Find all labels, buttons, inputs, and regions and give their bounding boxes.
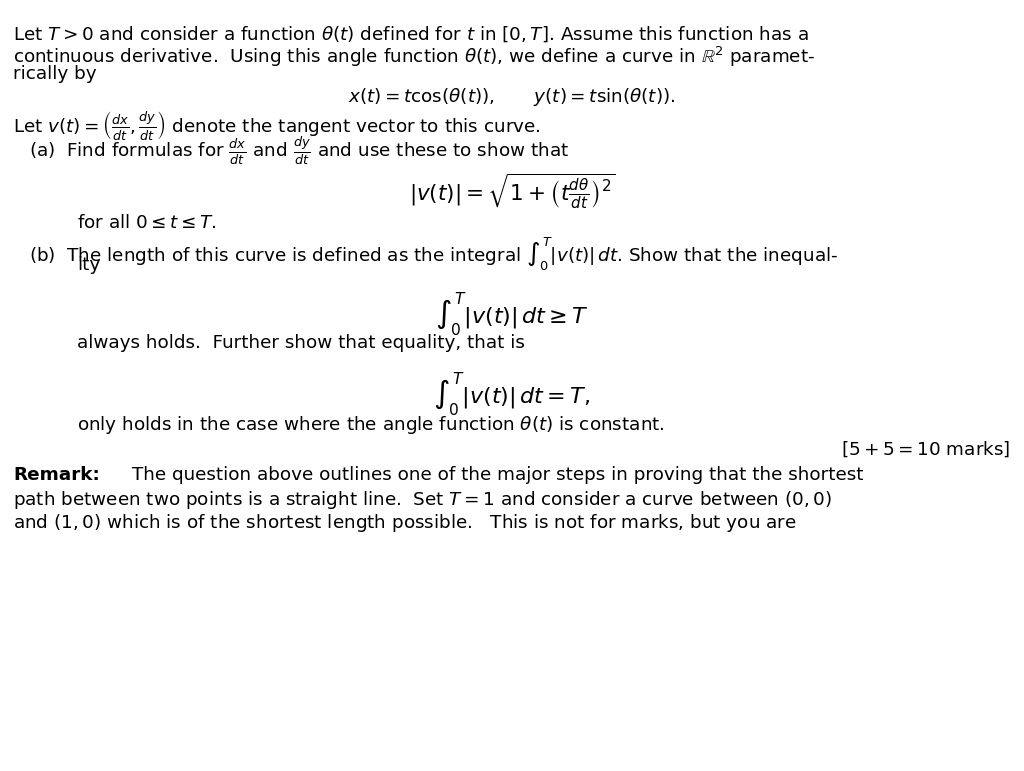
Text: (a)  Find formulas for $\frac{dx}{dt}$ and $\frac{dy}{dt}$ and use these to show: (a) Find formulas for $\frac{dx}{dt}$ an…: [29, 134, 568, 167]
Text: path between two points is a straight line.  Set $T = 1$ and consider a curve be: path between two points is a straight li…: [13, 489, 833, 511]
Text: only holds in the case where the angle function $\theta(t)$ is constant.: only holds in the case where the angle f…: [77, 414, 665, 436]
Text: The question above outlines one of the major steps in proving that the shortest: The question above outlines one of the m…: [126, 466, 863, 483]
Text: $x(t) = t\cos(\theta(t)), \qquad y(t) = t\sin(\theta(t)).$: $x(t) = t\cos(\theta(t)), \qquad y(t) = …: [348, 86, 676, 108]
Text: Remark:: Remark:: [13, 466, 100, 483]
Text: and $(1, 0)$ which is of the shortest length possible.   This is not for marks, : and $(1, 0)$ which is of the shortest le…: [13, 512, 797, 534]
Text: $\int_0^T |v(t)|\,dt = T,$: $\int_0^T |v(t)|\,dt = T,$: [433, 370, 591, 418]
Text: always holds.  Further show that equality, that is: always holds. Further show that equality…: [77, 334, 524, 352]
Text: $|v(t)| = \sqrt{1 + \left(t\frac{d\theta}{dt}\right)^2}$: $|v(t)| = \sqrt{1 + \left(t\frac{d\theta…: [409, 171, 615, 210]
Text: (b)  The length of this curve is defined as the integral $\int_0^T |v(t)|\,dt$. : (b) The length of this curve is defined …: [29, 236, 838, 273]
Text: for all $0 \leq t \leq T$.: for all $0 \leq t \leq T$.: [77, 214, 216, 232]
Text: $[5 + 5 = 10$ marks$]$: $[5 + 5 = 10$ marks$]$: [842, 439, 1011, 459]
Text: continuous derivative.  Using this angle function $\theta(t)$, we define a curve: continuous derivative. Using this angle …: [13, 45, 815, 69]
Text: $\int_0^T |v(t)|\,dt \geq T$: $\int_0^T |v(t)|\,dt \geq T$: [435, 290, 589, 338]
Text: Let $v(t) = \left(\frac{dx}{dt}, \frac{dy}{dt}\right)$ denote the tangent vector: Let $v(t) = \left(\frac{dx}{dt}, \frac{d…: [13, 109, 541, 143]
Text: ity: ity: [77, 256, 100, 274]
Text: rically by: rically by: [13, 65, 97, 82]
Text: Let $T > 0$ and consider a function $\theta(t)$ defined for $t$ in $[0, T]$. Ass: Let $T > 0$ and consider a function $\th…: [13, 25, 809, 44]
